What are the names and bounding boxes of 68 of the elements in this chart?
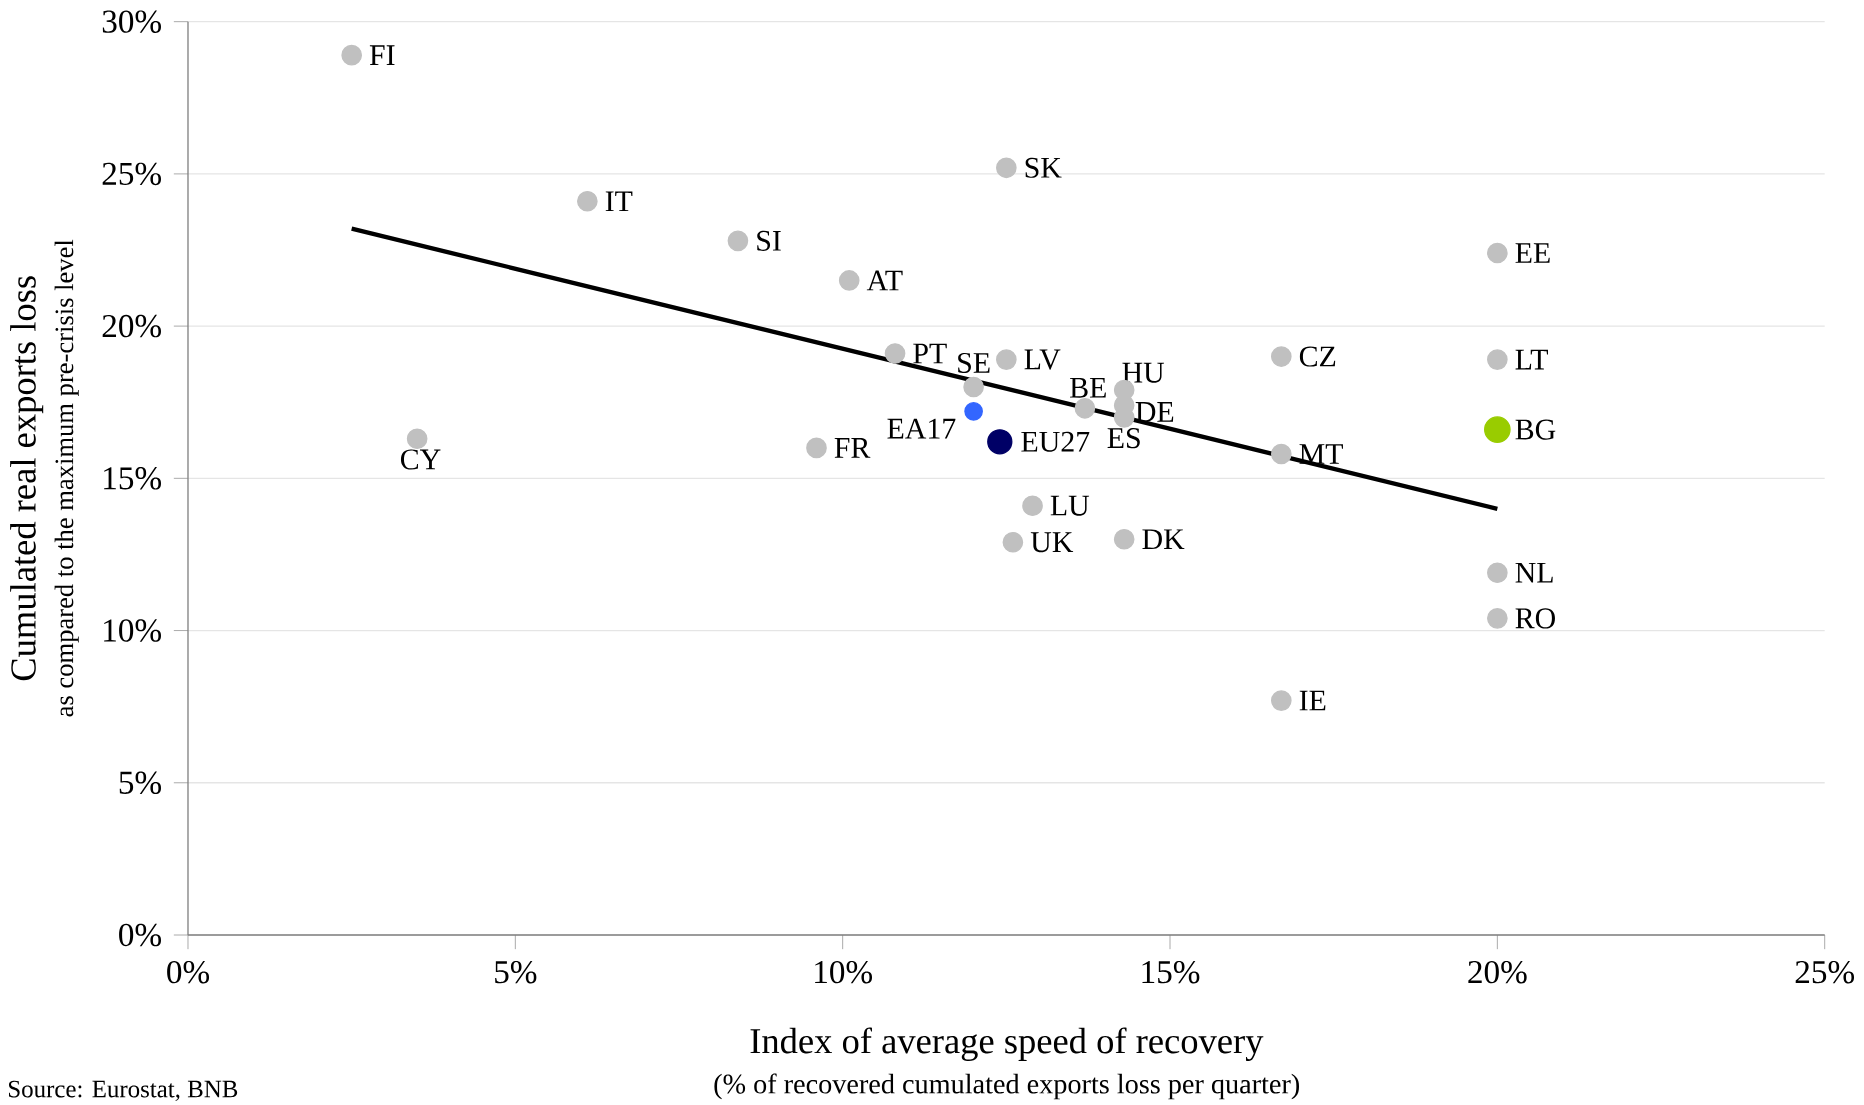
y-tick-label: 30% <box>102 10 161 33</box>
point <box>1270 346 1292 367</box>
y-tick-label: 20% <box>102 314 161 338</box>
annotation: EE <box>1515 243 1550 263</box>
point <box>727 230 749 252</box>
x-tick-label: 5% <box>495 960 537 984</box>
source-note: Source: Eurostat, BNB <box>9 1080 238 1102</box>
point <box>996 157 1017 179</box>
point <box>1270 690 1292 711</box>
annotation: CY <box>400 449 441 470</box>
annotation: LV <box>1024 349 1061 370</box>
point <box>806 437 827 459</box>
x-tick-label: 0% <box>167 960 210 984</box>
annotation: EA17 <box>887 418 956 439</box>
y-tick-label: 15% <box>104 467 161 490</box>
annotation: BG <box>1515 419 1556 440</box>
y-tick-label: 0% <box>119 923 161 947</box>
point <box>341 44 363 66</box>
annotation: UK <box>1030 532 1074 553</box>
annotation: DK <box>1142 529 1185 550</box>
annotation: IE <box>1299 690 1326 711</box>
annotation: PT <box>913 343 947 364</box>
point <box>1270 443 1292 465</box>
annotation: LU <box>1050 495 1090 516</box>
point <box>964 402 983 421</box>
point <box>963 376 984 398</box>
point <box>1487 242 1508 264</box>
point <box>1074 397 1096 419</box>
x-axis-title: Index of average speed of recovery <box>750 1027 1264 1061</box>
point <box>1113 528 1135 550</box>
point <box>987 429 1013 455</box>
annotation: RO <box>1515 608 1555 629</box>
annotation: NL <box>1515 562 1553 583</box>
point <box>884 343 906 364</box>
text: (% of recovered cumulated exports loss per quarter) <box>714 1073 1300 1100</box>
annotation: FI <box>369 45 395 65</box>
x-tick-label: 10% <box>815 960 873 984</box>
text: as compared to the maximum pre-crisis level <box>54 239 79 717</box>
y-tick-label: 5% <box>119 771 161 795</box>
annotation: SK <box>1025 157 1062 178</box>
y-axis-title: Cumulated real exports loss <box>10 276 44 681</box>
point <box>1022 495 1043 517</box>
point <box>1487 349 1508 370</box>
annotation: FR <box>834 438 871 458</box>
x-tick-label: 20% <box>1468 960 1527 984</box>
point <box>1484 416 1511 443</box>
x-tick-label: 25% <box>1795 960 1855 984</box>
annotation: SI <box>757 230 781 251</box>
annotation: MT <box>1299 444 1343 464</box>
annotation: LT <box>1515 349 1548 370</box>
annotation: EU27 <box>1021 431 1090 452</box>
annotation: AT <box>866 270 903 291</box>
x-tick-label: 15% <box>1142 960 1200 984</box>
annotation: CZ <box>1299 346 1336 367</box>
point <box>1002 531 1024 553</box>
point <box>406 428 428 450</box>
annotation: ES <box>1107 428 1140 449</box>
point <box>838 270 860 291</box>
annotation: SE <box>958 352 990 374</box>
annotation: IT <box>605 191 633 212</box>
annotation: BE <box>1070 377 1106 398</box>
annotation: HU <box>1122 362 1165 383</box>
point <box>1487 608 1508 629</box>
y-tick-label: 25% <box>102 162 161 186</box>
point <box>1487 562 1508 584</box>
y-tick-label: 10% <box>104 619 161 642</box>
point <box>577 190 598 212</box>
point <box>996 349 1017 370</box>
